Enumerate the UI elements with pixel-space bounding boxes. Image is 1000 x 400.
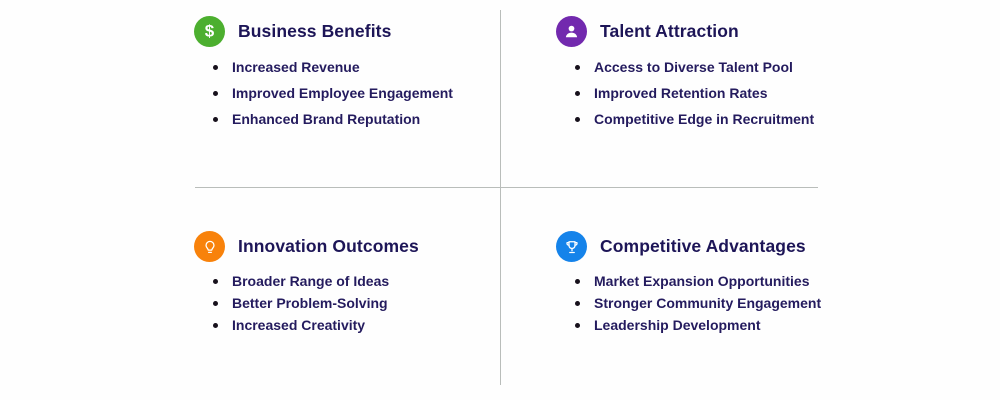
list-item-label: Improved Employee Engagement: [232, 85, 453, 101]
list-item-label: Access to Diverse Talent Pool: [594, 59, 793, 75]
list-item-label: Competitive Edge in Recruitment: [594, 111, 815, 127]
list-item-label: Improved Retention Rates: [594, 85, 768, 101]
trophy-icon: [556, 231, 587, 262]
quadrant-title: Business Benefits: [238, 21, 392, 41]
bullet-dot: [575, 278, 580, 284]
list-item-label: Leadership Development: [594, 317, 761, 333]
list-item: Improved Employee Engagement: [194, 80, 453, 106]
bullet-dot: [213, 90, 218, 96]
list-item-label: Increased Revenue: [232, 59, 360, 75]
list-item: Stronger Community Engagement: [556, 292, 821, 314]
bullet-dot: [213, 322, 218, 328]
quadrant-title: Innovation Outcomes: [238, 236, 419, 256]
quadrant-business-benefits: $ Business Benefits Increased Revenue Im…: [194, 16, 453, 132]
quadrant-header: Talent Attraction: [556, 16, 814, 47]
quadrant-innovation-outcomes: Innovation Outcomes Broader Range of Ide…: [194, 231, 419, 336]
list-item: Increased Revenue: [194, 54, 453, 80]
list-item: Access to Diverse Talent Pool: [556, 54, 814, 80]
bullet-dot: [213, 300, 218, 306]
person-icon: [556, 16, 587, 47]
bullet-dot: [213, 116, 218, 122]
list-item-label: Market Expansion Opportunities: [594, 273, 810, 289]
list-item: Leadership Development: [556, 314, 821, 336]
quadrant-list: Broader Range of Ideas Better Problem-So…: [194, 270, 419, 336]
list-item: Broader Range of Ideas: [194, 270, 419, 292]
bullet-dot: [575, 116, 580, 122]
list-item: Increased Creativity: [194, 314, 419, 336]
bullet-dot: [575, 90, 580, 96]
quadrant-title: Talent Attraction: [600, 21, 739, 41]
list-item: Improved Retention Rates: [556, 80, 814, 106]
quadrant-header: $ Business Benefits: [194, 16, 453, 47]
list-item-label: Increased Creativity: [232, 317, 366, 333]
vertical-divider: [500, 10, 501, 385]
bullet-dot: [575, 64, 580, 70]
dollar-icon: $: [194, 16, 225, 47]
quadrant-list: Increased Revenue Improved Employee Enga…: [194, 54, 453, 132]
bullet-dot: [213, 278, 218, 284]
dollar-glyph: $: [204, 21, 215, 41]
quadrant-title: Competitive Advantages: [600, 236, 806, 256]
quadrant-competitive-advantages: Competitive Advantages Market Expansion …: [556, 231, 821, 336]
list-item: Market Expansion Opportunities: [556, 270, 821, 292]
bullet-dot: [213, 64, 218, 70]
quadrant-list: Market Expansion Opportunities Stronger …: [556, 270, 821, 336]
lightbulb-icon: [194, 231, 225, 262]
bullet-dot: [575, 322, 580, 328]
quadrant-header: Innovation Outcomes: [194, 231, 419, 262]
list-item-label: Better Problem-Solving: [232, 295, 388, 311]
list-item-label: Enhanced Brand Reputation: [232, 111, 421, 127]
quadrant-header: Competitive Advantages: [556, 231, 821, 262]
quadrant-list: Access to Diverse Talent Pool Improved R…: [556, 54, 814, 132]
list-item: Better Problem-Solving: [194, 292, 419, 314]
quadrant-talent-attraction: Talent Attraction Access to Diverse Tale…: [556, 16, 814, 132]
list-item-label: Broader Range of Ideas: [232, 273, 390, 289]
horizontal-divider: [195, 187, 818, 188]
bullet-dot: [575, 300, 580, 306]
list-item: Enhanced Brand Reputation: [194, 106, 453, 132]
list-item-label: Stronger Community Engagement: [594, 295, 822, 311]
list-item: Competitive Edge in Recruitment: [556, 106, 814, 132]
